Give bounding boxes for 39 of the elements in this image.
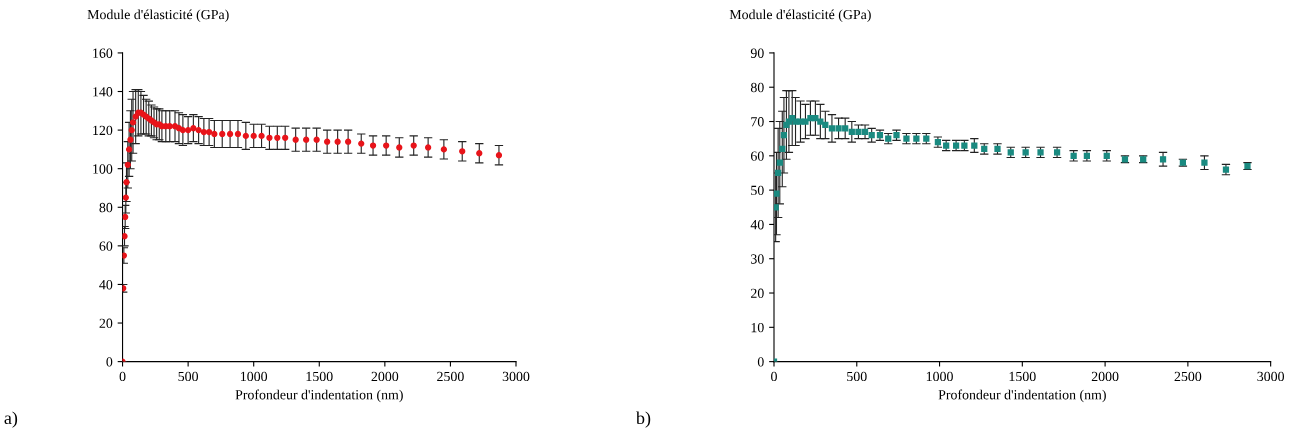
y-tick-label: 20 <box>751 288 764 298</box>
y-tick-label: 120 <box>93 125 113 136</box>
y-tick-label: 90 <box>750 48 764 58</box>
x-tick-label: 2000 <box>371 371 399 382</box>
x-tick-label: 500 <box>847 371 867 382</box>
x-tick-label: 3000 <box>1257 371 1285 382</box>
x-tick-label: 2500 <box>437 371 464 382</box>
y-tick-label: 100 <box>93 164 113 174</box>
x-tick-label: 1000 <box>241 371 268 382</box>
x-tick-label: 500 <box>178 371 199 382</box>
x-tick-label: 0 <box>119 371 126 382</box>
x-tick-label: 0 <box>771 371 777 382</box>
y-tick-label: 40 <box>750 220 764 230</box>
y-tick-label: 70 <box>751 117 764 127</box>
y-tick-label: 60 <box>99 241 113 251</box>
y-tick-label: 60 <box>750 151 764 161</box>
y-tick-label: 160 <box>93 48 113 58</box>
x-tick-label: 1000 <box>926 371 953 382</box>
text: b) <box>635 411 651 428</box>
x-tick-label: 2500 <box>1174 371 1202 382</box>
x-tick-label: 1500 <box>1009 371 1036 382</box>
y-tick-label: 0 <box>757 357 764 367</box>
y-tick-label: 80 <box>750 82 764 93</box>
x-tick-label: 2000 <box>1091 371 1119 382</box>
y-tick-label: 40 <box>99 280 113 290</box>
y-tick-label: 10 <box>751 322 764 333</box>
y-tick-label: 20 <box>99 318 113 328</box>
x-axis-title: Profondeur d'indentation (nm) <box>938 389 1106 403</box>
x-tick-label: 1500 <box>306 371 333 382</box>
text: a) <box>4 411 18 428</box>
x-tick-label: 3000 <box>502 371 530 382</box>
y-axis-title: Module d'élasticité (GPa) <box>87 9 229 23</box>
y-tick-label: 50 <box>751 185 764 196</box>
y-axis-title: Module d'élasticité (GPa) <box>729 9 871 23</box>
y-tick-label: 30 <box>751 254 764 264</box>
y-tick-label: 80 <box>99 202 113 213</box>
y-tick-label: 140 <box>93 87 113 97</box>
y-tick-label: 0 <box>106 357 113 367</box>
x-axis-title: Profondeur d'indentation (nm) <box>235 389 403 403</box>
